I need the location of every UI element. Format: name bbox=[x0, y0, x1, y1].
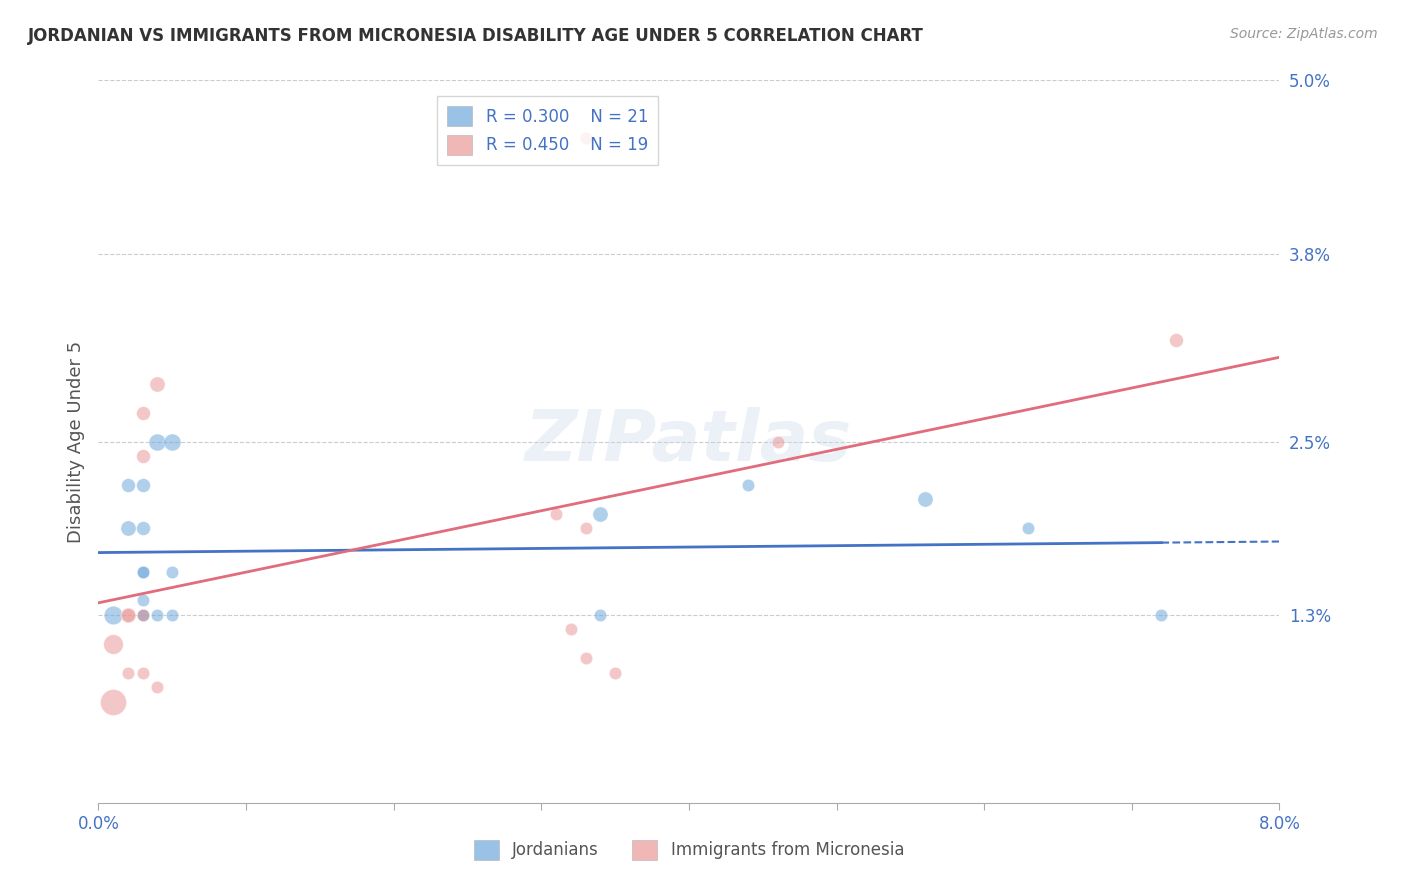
Point bbox=[766, 434, 789, 449]
Point bbox=[132, 449, 155, 463]
Point bbox=[132, 593, 155, 607]
Point bbox=[132, 565, 155, 579]
Point bbox=[589, 507, 612, 521]
Point bbox=[117, 521, 139, 535]
Point bbox=[132, 565, 155, 579]
Point bbox=[146, 680, 169, 694]
Point bbox=[1150, 607, 1173, 622]
Point bbox=[589, 607, 612, 622]
Point bbox=[146, 376, 169, 391]
Point bbox=[132, 406, 155, 420]
Point bbox=[103, 695, 125, 709]
Point bbox=[132, 607, 155, 622]
Text: ZIPatlas: ZIPatlas bbox=[526, 407, 852, 476]
Point bbox=[146, 607, 169, 622]
Point bbox=[117, 665, 139, 680]
Point bbox=[737, 478, 759, 492]
Point bbox=[117, 478, 139, 492]
Point bbox=[162, 434, 183, 449]
Point bbox=[103, 607, 125, 622]
Point bbox=[132, 607, 155, 622]
Point bbox=[132, 607, 155, 622]
Point bbox=[132, 665, 155, 680]
Point bbox=[162, 565, 183, 579]
Point bbox=[546, 507, 568, 521]
Y-axis label: Disability Age Under 5: Disability Age Under 5 bbox=[66, 341, 84, 542]
Point bbox=[605, 665, 627, 680]
Text: Source: ZipAtlas.com: Source: ZipAtlas.com bbox=[1230, 27, 1378, 41]
Point bbox=[103, 637, 125, 651]
Point bbox=[162, 607, 183, 622]
Point bbox=[575, 651, 598, 665]
Point bbox=[132, 478, 155, 492]
Point bbox=[146, 434, 169, 449]
Point bbox=[1166, 334, 1188, 348]
Legend: Jordanians, Immigrants from Micronesia: Jordanians, Immigrants from Micronesia bbox=[467, 833, 911, 867]
Point bbox=[117, 607, 139, 622]
Point bbox=[132, 521, 155, 535]
Point bbox=[575, 521, 598, 535]
Point bbox=[117, 607, 139, 622]
Point bbox=[560, 623, 582, 637]
Point bbox=[575, 131, 598, 145]
Point bbox=[1018, 521, 1040, 535]
Text: JORDANIAN VS IMMIGRANTS FROM MICRONESIA DISABILITY AGE UNDER 5 CORRELATION CHART: JORDANIAN VS IMMIGRANTS FROM MICRONESIA … bbox=[28, 27, 924, 45]
Point bbox=[914, 492, 936, 507]
